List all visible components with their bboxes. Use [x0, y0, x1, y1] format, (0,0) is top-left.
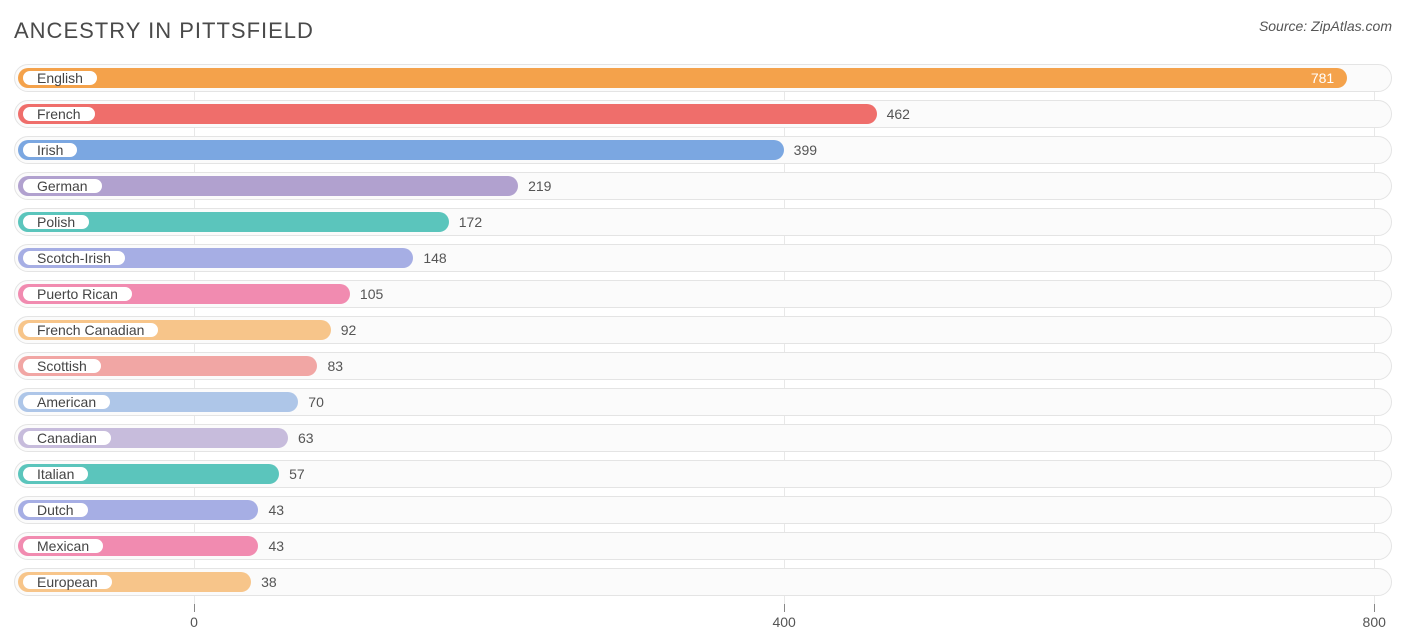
bar-label-pill: German — [21, 177, 104, 195]
axis-tick — [194, 604, 195, 612]
bar-value: 462 — [877, 101, 910, 127]
bar-row: American 70 — [14, 388, 1392, 416]
bar-value: 781 — [1311, 65, 1334, 91]
bar-value: 70 — [298, 389, 324, 415]
bar-label-pill: Scottish — [21, 357, 103, 375]
bar-row: German 219 — [14, 172, 1392, 200]
bar-value: 38 — [251, 569, 277, 595]
bar — [18, 104, 877, 124]
bar-value: 92 — [331, 317, 357, 343]
axis-tick-label: 0 — [190, 614, 198, 630]
bar-label-pill: Scotch-Irish — [21, 249, 127, 267]
axis-tick — [784, 604, 785, 612]
bar-row: English 781 — [14, 64, 1392, 92]
bar — [18, 140, 784, 160]
bar-rows: English 781 French 462 Irish 399 German 219 Poli… — [14, 64, 1392, 596]
bar-label-pill: European — [21, 573, 114, 591]
bar-row: Italian 57 — [14, 460, 1392, 488]
bar-label-pill: Polish — [21, 213, 91, 231]
bar-label-pill: Canadian — [21, 429, 113, 447]
source-value: ZipAtlas.com — [1311, 18, 1392, 34]
bar-value: 57 — [279, 461, 305, 487]
bar-label-pill: Irish — [21, 141, 79, 159]
bar-row: Irish 399 — [14, 136, 1392, 164]
bar-row: French Canadian 92 — [14, 316, 1392, 344]
bar-row: Canadian 63 — [14, 424, 1392, 452]
bar-label-pill: French — [21, 105, 97, 123]
axis-tick-label: 400 — [772, 614, 795, 630]
bar-row: Scotch-Irish 148 — [14, 244, 1392, 272]
bar-label-pill: French Canadian — [21, 321, 160, 339]
bar-value: 219 — [518, 173, 551, 199]
chart-source: Source: ZipAtlas.com — [1259, 18, 1392, 34]
bar-label-pill: English — [21, 69, 99, 87]
chart-title: ANCESTRY IN PITTSFIELD — [14, 18, 314, 44]
bar-row: European 38 — [14, 568, 1392, 596]
bar-value: 83 — [317, 353, 343, 379]
bar-value: 148 — [413, 245, 446, 271]
bar-value: 172 — [449, 209, 482, 235]
bar-label-pill: American — [21, 393, 112, 411]
bar-row: Puerto Rican 105 — [14, 280, 1392, 308]
axis-tick-label: 800 — [1363, 614, 1386, 630]
bar-row: Mexican 43 — [14, 532, 1392, 560]
bar-row: Dutch 43 — [14, 496, 1392, 524]
bar-label-pill: Italian — [21, 465, 90, 483]
bar-label-pill: Mexican — [21, 537, 105, 555]
bar-value: 399 — [784, 137, 817, 163]
bar-row: French 462 — [14, 100, 1392, 128]
chart-header: ANCESTRY IN PITTSFIELD Source: ZipAtlas.… — [14, 18, 1392, 44]
bar-value: 63 — [288, 425, 314, 451]
bar — [18, 68, 1347, 88]
axis-tick — [1374, 604, 1375, 612]
bar-value: 43 — [258, 497, 284, 523]
bar-row: Scottish 83 — [14, 352, 1392, 380]
chart-area: English 781 French 462 Irish 399 German 219 Poli… — [14, 64, 1392, 634]
bar-value: 105 — [350, 281, 383, 307]
source-label: Source: — [1259, 18, 1307, 34]
bar-label-pill: Puerto Rican — [21, 285, 134, 303]
bar-row: Polish 172 — [14, 208, 1392, 236]
x-axis: 0 400 800 — [14, 604, 1392, 634]
bar-value: 43 — [258, 533, 284, 559]
bar-label-pill: Dutch — [21, 501, 90, 519]
chart-container: ANCESTRY IN PITTSFIELD Source: ZipAtlas.… — [0, 0, 1406, 644]
